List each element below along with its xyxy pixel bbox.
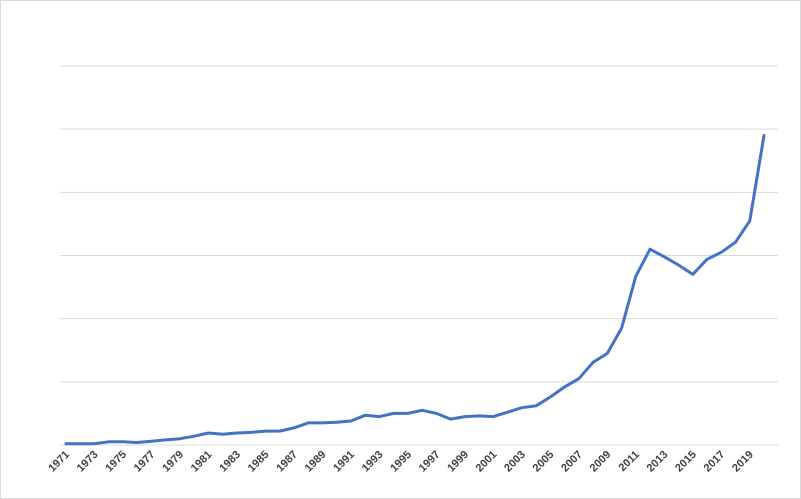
x-tick-label-1977: 1977 (132, 449, 158, 475)
x-tick-label-1975: 1975 (103, 449, 129, 475)
x-tick-label-2011: 2011 (617, 449, 642, 474)
gridlines (60, 65, 778, 383)
x-tick-label-1971: 1971 (46, 449, 72, 475)
x-tick-label-2019: 2019 (730, 449, 756, 475)
x-tick-label-2003: 2003 (502, 449, 528, 475)
x-tick-label-1981: 1981 (189, 449, 215, 475)
x-tick-label-1999: 1999 (445, 449, 471, 475)
x-tick-label-1979: 1979 (160, 449, 186, 475)
x-tick-label-1985: 1985 (246, 449, 272, 475)
x-tick-label-1991: 1991 (331, 449, 357, 475)
x-tick-label-2013: 2013 (645, 449, 671, 475)
x-tick-label-1973: 1973 (75, 449, 101, 475)
x-tick-label-2017: 2017 (702, 449, 728, 475)
x-tick-label-1997: 1997 (417, 449, 443, 475)
x-tick-label-1989: 1989 (303, 449, 329, 475)
x-tick-label-1993: 1993 (360, 449, 386, 475)
x-tick-label-2015: 2015 (673, 449, 699, 475)
x-tick-label-2005: 2005 (531, 449, 557, 475)
x-tick-label-1987: 1987 (274, 449, 300, 475)
series-layer (64, 134, 766, 446)
series-line-1 (64, 134, 766, 446)
x-tick-labels: 1971 1973 1975 1977 1979 1981 1983 1985 1987 1989… (46, 449, 756, 475)
x-tick-label-1995: 1995 (388, 449, 414, 475)
x-tick-label-2007: 2007 (559, 449, 585, 475)
x-tick-label-2001: 2001 (474, 449, 500, 475)
x-tick-label-2009: 2009 (588, 449, 614, 475)
x-tick-label-1983: 1983 (217, 449, 243, 475)
